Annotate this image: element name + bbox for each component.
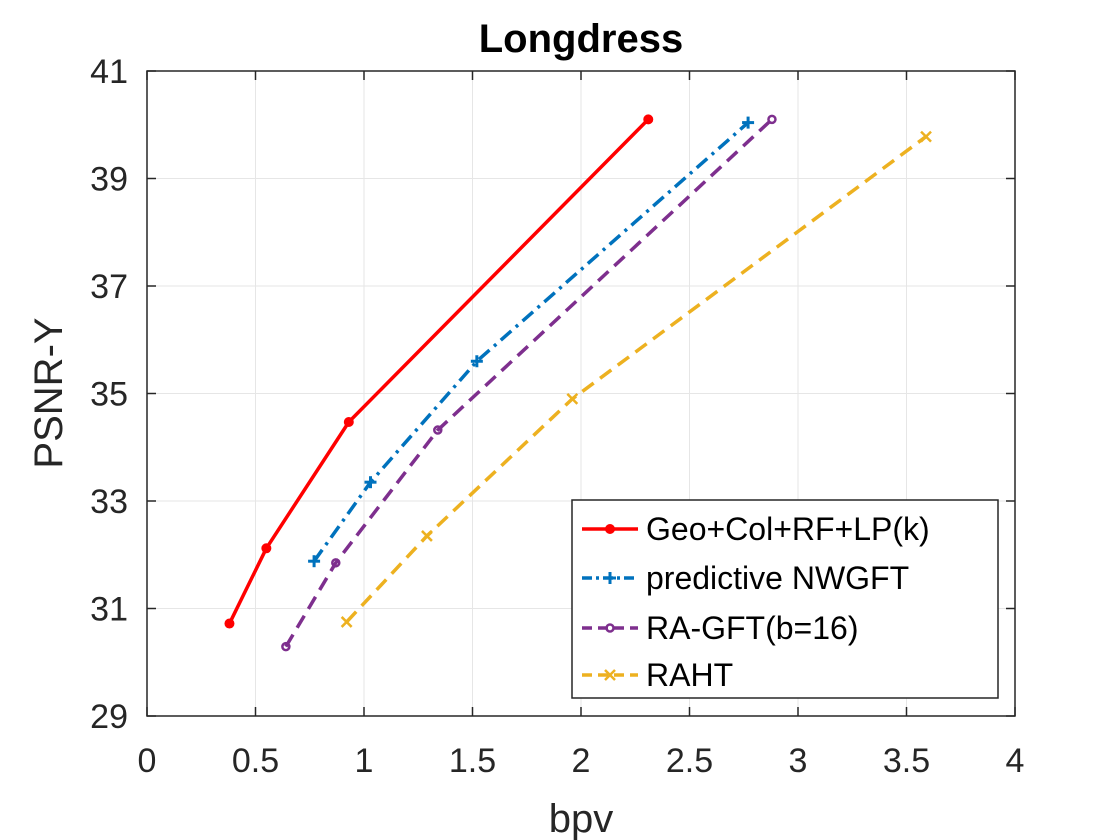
axis-ticks: 0 0.5 1 1.5 2 2.5 3 3.5 4 29 31 33 35 37 39 41	[90, 53, 1024, 780]
series-line	[312, 121, 750, 563]
series-geo-col-rf-lp-k	[224, 114, 654, 629]
y-tick-label: 37	[90, 268, 128, 306]
x-tick-label: 1.5	[449, 742, 496, 780]
legend-label: RAHT	[646, 657, 733, 693]
y-tick-label: 35	[90, 376, 128, 414]
marker-stroke	[340, 616, 353, 628]
y-tick-label: 31	[90, 591, 128, 629]
x-tick-label: 3.5	[883, 742, 930, 780]
data-point-marker	[364, 476, 377, 489]
data-point-marker	[343, 416, 354, 427]
legend-entry-ra-gft-b-16: RA-GFT(b=16)	[582, 610, 858, 646]
series-line	[284, 118, 774, 648]
series-line	[227, 118, 650, 625]
legend: Geo+Col+RF+LP(k) predictive NWGFT RA-GFT(b…	[571, 499, 999, 699]
x-tick-label: 0.5	[232, 742, 279, 780]
series-raht	[340, 130, 932, 628]
data-point-marker	[767, 114, 777, 125]
legend-label: Geo+Col+RF+LP(k)	[646, 511, 930, 547]
legend-label: RA-GFT(b=16)	[646, 610, 858, 646]
marker-stroke	[421, 530, 433, 542]
data-point-marker	[605, 623, 615, 633]
legend-box	[571, 499, 999, 699]
x-tick-label: 2.5	[666, 742, 713, 780]
y-axis-label: PSNR-Y	[27, 317, 71, 468]
data-point-marker	[281, 641, 291, 652]
data-point-marker	[605, 524, 615, 534]
series-line	[345, 135, 928, 624]
data-point-marker	[604, 669, 616, 681]
x-axis-label: bpv	[549, 797, 614, 840]
data-point-marker	[340, 616, 353, 628]
marker-stroke	[920, 130, 932, 143]
data-point-marker	[920, 130, 932, 143]
x-tick-label: 4	[1006, 742, 1025, 780]
data-point-marker	[421, 530, 433, 542]
data-point-marker	[604, 572, 616, 584]
y-tick-label: 33	[90, 483, 128, 521]
data-point-marker	[308, 555, 321, 568]
data-point-marker	[261, 543, 272, 554]
x-tick-label: 3	[789, 742, 808, 780]
legend-entries: Geo+Col+RF+LP(k) predictive NWGFT RA-GFT(b…	[582, 511, 930, 693]
x-tick-label: 0	[138, 742, 157, 780]
data-point-marker	[433, 425, 443, 435]
y-tick-label: 39	[90, 161, 128, 199]
legend-entry-raht: RAHT	[582, 657, 733, 693]
series-group	[224, 114, 932, 652]
marker-stroke	[604, 669, 616, 681]
y-tick-label: 41	[90, 53, 128, 91]
data-point-marker	[742, 116, 755, 129]
chart-title: Longdress	[479, 17, 683, 61]
x-tick-label: 1	[355, 742, 374, 780]
series-ra-gft-b-16	[281, 114, 777, 652]
x-tick-label: 2	[572, 742, 591, 780]
legend-label: predictive NWGFT	[646, 560, 909, 596]
data-point-marker	[470, 355, 483, 368]
legend-entry-geo-col-rf-lp-k: Geo+Col+RF+LP(k)	[582, 511, 930, 547]
marker-stroke	[566, 392, 579, 405]
legend-entry-predictive-nwgft: predictive NWGFT	[582, 560, 909, 596]
data-point-marker	[643, 114, 654, 125]
data-point-marker	[566, 392, 579, 405]
y-tick-label: 29	[90, 698, 128, 736]
data-point-marker	[224, 618, 235, 629]
series-predictive-nwgft	[308, 116, 755, 568]
data-point-marker	[331, 558, 341, 568]
